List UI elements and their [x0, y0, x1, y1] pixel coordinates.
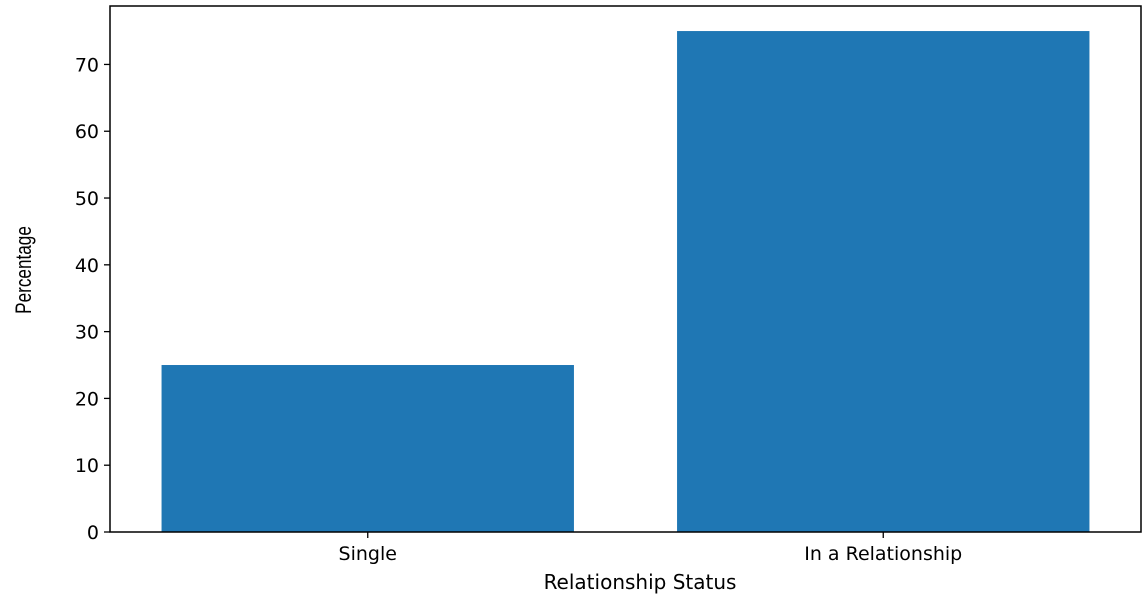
bars-group	[161, 31, 1090, 533]
y-tick-label: 30	[75, 322, 99, 344]
bar-single	[161, 365, 574, 532]
y-tick-label: 0	[87, 522, 99, 544]
plot-frame	[109, 5, 1142, 533]
bar-in-a-relationship	[677, 31, 1090, 533]
x-ticks-group: Single In a Relationship	[339, 532, 962, 565]
y-tick-label: 50	[75, 188, 99, 210]
x-axis-label: Relationship Status	[544, 570, 737, 594]
y-tick-label: 70	[75, 54, 99, 76]
x-tick-label: In a Relationship	[804, 543, 962, 565]
y-tick-label: 10	[75, 455, 99, 477]
y-tick-label: 20	[75, 388, 99, 410]
y-tick-label: 40	[75, 255, 99, 277]
y-ticks-group: 0 10 20 30 40 50 60 70	[75, 54, 110, 544]
y-axis-label: Percentage	[12, 226, 37, 314]
x-tick-label: Single	[339, 543, 397, 565]
y-tick-label: 60	[75, 121, 99, 143]
